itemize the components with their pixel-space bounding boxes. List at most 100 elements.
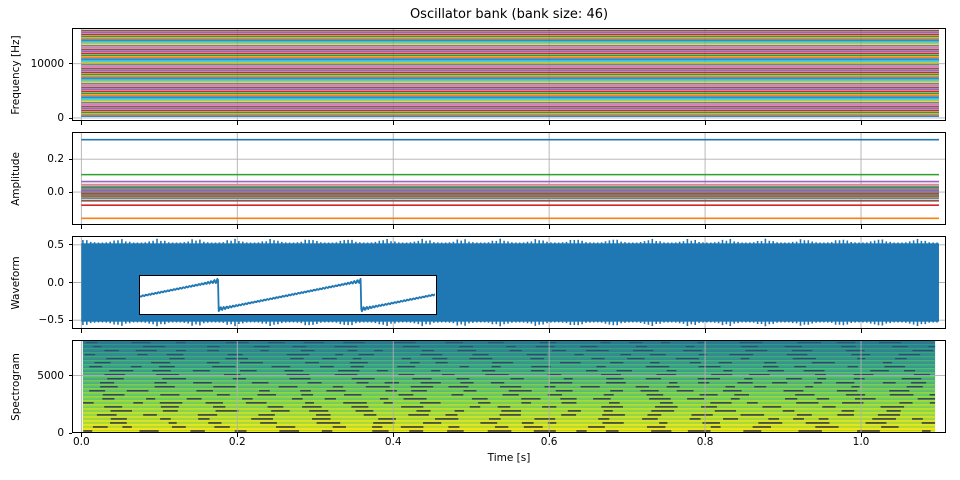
low-energy-dash xyxy=(685,345,695,348)
low-energy-dash xyxy=(260,422,277,424)
low-energy-dash xyxy=(309,410,329,412)
low-energy-dash xyxy=(131,341,151,344)
low-energy-dash xyxy=(687,398,705,400)
low-energy-dash xyxy=(521,422,534,424)
low-energy-dash xyxy=(803,370,825,372)
low-energy-dash xyxy=(478,402,491,404)
low-energy-dash xyxy=(469,357,493,360)
low-energy-dash xyxy=(841,345,856,348)
y-tick-mark xyxy=(68,432,72,434)
low-energy-dash xyxy=(334,374,358,376)
low-energy-dash xyxy=(836,390,858,392)
low-energy-dash xyxy=(764,361,777,364)
low-energy-dash xyxy=(895,357,907,360)
low-energy-dash xyxy=(877,414,901,416)
low-energy-dash xyxy=(786,353,808,356)
low-energy-dash xyxy=(86,341,98,344)
low-energy-dash xyxy=(610,390,624,392)
low-energy-dash xyxy=(702,422,720,424)
low-energy-dash xyxy=(401,406,424,408)
waveform-inset-svg xyxy=(140,277,436,313)
low-energy-dash xyxy=(441,374,455,376)
waveform-comb-teeth xyxy=(82,238,938,327)
low-energy-dash xyxy=(212,406,226,408)
low-energy-dash xyxy=(93,345,102,348)
low-energy-dash xyxy=(197,414,218,416)
low-energy-dash xyxy=(412,378,432,380)
y-tick-label: 0.2 xyxy=(47,153,64,166)
low-energy-dash xyxy=(928,345,936,348)
low-energy-dash xyxy=(767,370,784,372)
low-energy-dash xyxy=(711,374,733,376)
low-energy-dash xyxy=(782,410,795,412)
low-energy-dash xyxy=(398,374,415,376)
low-energy-dash xyxy=(192,370,210,372)
low-energy-dash xyxy=(737,382,753,384)
low-energy-dash xyxy=(410,386,434,388)
low-energy-dash xyxy=(784,345,802,348)
x-tick-mark xyxy=(704,121,706,125)
low-energy-dash xyxy=(580,345,598,348)
x-tick-mark xyxy=(236,225,238,229)
x-tick-mark xyxy=(392,121,394,125)
low-energy-dash xyxy=(410,361,420,364)
low-energy-dash xyxy=(349,361,368,364)
low-energy-dash xyxy=(741,345,758,348)
low-energy-dash xyxy=(697,341,706,344)
panel-frequency xyxy=(72,28,946,121)
low-energy-dash xyxy=(225,357,248,360)
low-energy-dash xyxy=(186,398,202,400)
low-energy-dash xyxy=(350,365,364,368)
low-energy-dash xyxy=(730,398,740,400)
x-tick-mark xyxy=(704,225,706,229)
low-energy-dash xyxy=(482,370,496,372)
low-energy-dash xyxy=(811,361,835,364)
low-energy-dash xyxy=(508,390,532,392)
low-energy-dash xyxy=(698,353,707,356)
low-energy-dash xyxy=(886,410,901,412)
low-energy-dash xyxy=(302,406,322,408)
low-energy-dash xyxy=(431,370,441,372)
low-energy-dash xyxy=(854,398,876,400)
low-energy-dash xyxy=(718,361,733,364)
low-energy-dash xyxy=(815,426,839,428)
y-tick-mark xyxy=(68,158,72,160)
low-energy-dash xyxy=(352,357,362,360)
low-energy-dash xyxy=(645,365,670,368)
low-energy-dash xyxy=(697,378,721,380)
low-energy-dash xyxy=(792,349,813,352)
low-energy-dash xyxy=(805,386,814,388)
low-energy-dash xyxy=(154,382,167,384)
low-energy-dash xyxy=(526,353,547,356)
low-energy-dash xyxy=(400,426,424,428)
low-energy-dash xyxy=(379,398,389,400)
x-tick-mark xyxy=(80,433,82,437)
y-tick-mark xyxy=(68,375,72,376)
low-energy-dash xyxy=(793,418,804,420)
low-energy-dash xyxy=(797,341,822,344)
low-energy-dash xyxy=(879,341,902,344)
low-energy-dash xyxy=(547,422,557,424)
low-energy-dash xyxy=(689,361,701,364)
low-energy-dash xyxy=(102,398,115,400)
low-energy-dash xyxy=(84,353,96,356)
harmonic-band xyxy=(82,407,936,410)
low-energy-dash xyxy=(929,394,936,396)
low-energy-dash xyxy=(596,365,606,368)
axes-spine xyxy=(72,236,946,329)
low-energy-dash xyxy=(510,378,524,380)
low-energy-dash xyxy=(845,394,866,396)
low-energy-dash xyxy=(754,386,767,388)
low-energy-dash xyxy=(836,341,856,344)
harmonic-band xyxy=(82,424,936,426)
low-energy-dash xyxy=(659,402,673,404)
low-energy-dash xyxy=(300,349,315,352)
low-energy-dash xyxy=(312,418,331,420)
low-energy-dash xyxy=(870,370,889,372)
harmonic-band xyxy=(82,363,936,366)
low-energy-dash xyxy=(580,386,600,388)
low-energy-dash xyxy=(403,398,427,400)
low-energy-dash xyxy=(137,353,148,356)
y-tick-mark xyxy=(68,282,72,283)
low-energy-dash xyxy=(193,382,212,384)
